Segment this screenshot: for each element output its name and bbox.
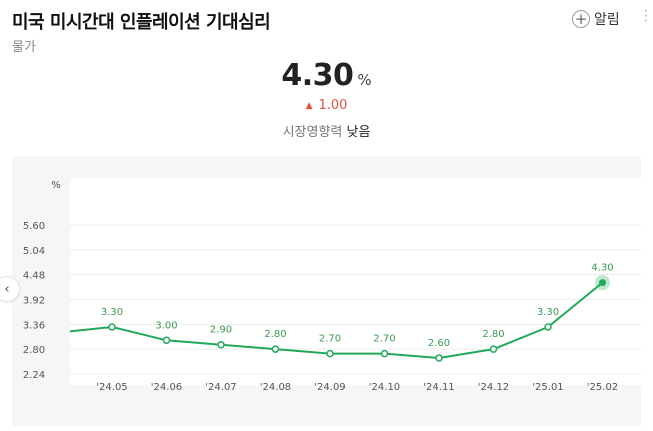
- market-impact: 시장영향력 낮음: [0, 121, 653, 140]
- data-point: [599, 279, 606, 287]
- value-unit: %: [357, 71, 372, 89]
- chart-card: % 5.60 5.04 4.48 3.92 3.36 2.80 2.24 '24.05 '24…: [12, 156, 641, 426]
- x-tick-label: '24.11: [423, 382, 454, 393]
- data-label: 2.90: [210, 325, 232, 336]
- change-value: 1.00: [318, 98, 348, 113]
- current-value: 4.30%: [0, 58, 653, 93]
- x-tick-label: '24.07: [205, 382, 236, 393]
- data-point: [108, 323, 116, 331]
- y-tick-label: 5.60: [23, 221, 45, 232]
- impact-value: 낮음: [346, 125, 371, 140]
- x-tick-label: '24.05: [96, 382, 127, 393]
- impact-label: 시장영향력: [282, 125, 343, 140]
- change-indicator: ▲ 1.00: [0, 98, 653, 113]
- chevron-left-icon[interactable]: ‹: [0, 276, 20, 302]
- page-title: 미국 미시간대 인플레이션 기대심리: [12, 12, 271, 33]
- data-label: 2.80: [264, 329, 286, 340]
- y-tick-label: 2.24: [23, 370, 45, 381]
- data-label: 2.80: [482, 329, 504, 340]
- x-tick-label: '24.12: [478, 382, 509, 393]
- x-tick-label: '24.09: [314, 382, 345, 393]
- line-chart: % 5.60 5.04 4.48 3.92 3.36 2.80 2.24 '24.05 '24…: [23, 178, 641, 393]
- data-point: [217, 340, 225, 349]
- data-point: [544, 323, 552, 331]
- data-point: [435, 354, 443, 362]
- data-point: [271, 345, 280, 353]
- more-vertical-icon[interactable]: ⋮: [639, 8, 653, 24]
- y-tick-label: 5.04: [23, 246, 45, 257]
- alarm-button[interactable]: + 알림: [572, 8, 620, 30]
- y-tick-label: 2.80: [23, 345, 45, 356]
- y-tick-label: 4.48: [23, 271, 45, 282]
- data-label: 2.70: [373, 334, 395, 345]
- y-unit-label: %: [51, 180, 61, 191]
- x-tick-label: '25.01: [532, 382, 563, 393]
- x-tick-label: '24.08: [260, 382, 291, 393]
- indicator-header: 미국 미시간대 인플레이션 기대심리 물가 + 알림 ⋮: [0, 0, 653, 60]
- plot-area: [70, 178, 641, 385]
- data-label: 4.30: [591, 263, 613, 274]
- data-point: [162, 336, 171, 345]
- data-label: 2.70: [319, 334, 341, 345]
- data-label: 3.30: [101, 307, 123, 318]
- y-tick-label: 3.92: [23, 296, 45, 307]
- data-point: [489, 345, 498, 353]
- data-point: [380, 349, 389, 358]
- plus-circle-icon: +: [572, 10, 590, 28]
- category-label: 물가: [12, 40, 36, 55]
- data-label: 3.00: [155, 320, 177, 331]
- y-tick-label: 3.36: [23, 320, 45, 331]
- data-label: 2.60: [428, 338, 450, 349]
- alarm-label: 알림: [594, 12, 620, 28]
- x-tick-label: '24.06: [151, 382, 182, 393]
- data-point: [326, 349, 334, 358]
- x-tick-label: '24.10: [369, 382, 400, 393]
- value-number: 4.30: [281, 58, 354, 93]
- x-tick-label: '25.02: [587, 382, 618, 393]
- triangle-up-icon: ▲: [305, 101, 313, 111]
- data-label: 3.30: [537, 307, 559, 318]
